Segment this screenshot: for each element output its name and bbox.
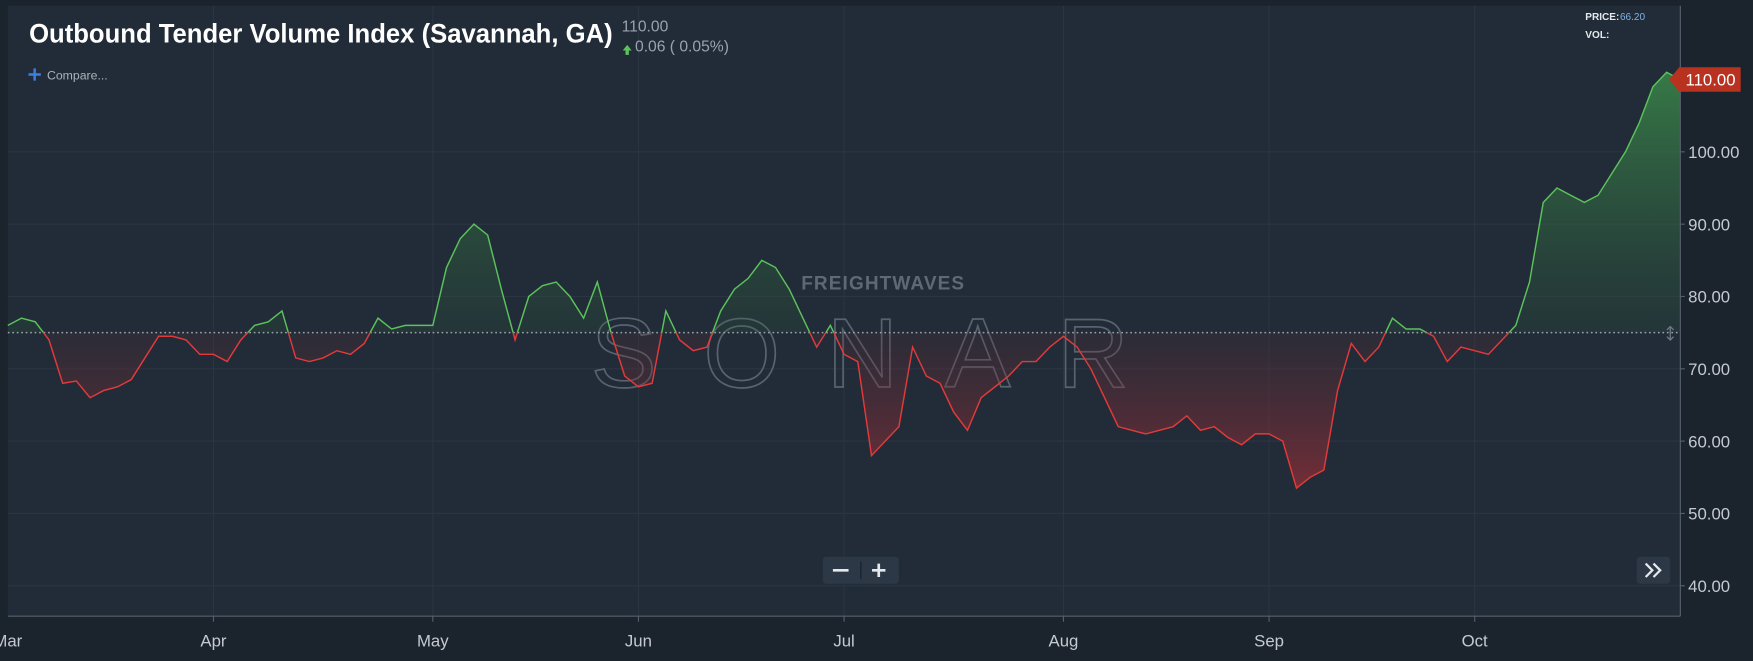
watermark-brand: FREIGHTWAVES xyxy=(801,274,965,295)
area-below xyxy=(7,332,1681,489)
price-label: PRICE: xyxy=(1585,12,1619,23)
x-tick-label: Jul xyxy=(833,631,854,650)
x-tick-label: Aug xyxy=(1049,631,1079,650)
x-tick-label: Jun xyxy=(625,631,652,650)
y-tick-label: 100.00 xyxy=(1688,143,1739,162)
price-change: 0.06 ( 0.05%) xyxy=(635,39,729,56)
zoom-controls xyxy=(822,556,899,584)
scroll-button[interactable] xyxy=(1636,556,1671,584)
x-tick-label: Oct xyxy=(1462,631,1488,650)
scroll-icon xyxy=(1644,562,1662,578)
vol-label: VOL: xyxy=(1585,30,1609,41)
line-above xyxy=(7,71,1681,333)
x-tick-label: Sep xyxy=(1254,631,1284,650)
scale-handle[interactable] xyxy=(1666,325,1675,341)
y-tick-label: 40.00 xyxy=(1688,577,1730,596)
x-tick-label: Apr xyxy=(200,631,226,650)
line-below xyxy=(42,332,1510,490)
y-tick-label: 60.00 xyxy=(1688,432,1730,451)
chart-title: Outbound Tender Volume Index (Savannah, … xyxy=(29,19,613,49)
x-tick-label: Mar xyxy=(0,631,23,650)
compare-icon xyxy=(28,68,41,81)
zoom-in[interactable] xyxy=(872,563,886,578)
price-value: 66.20 xyxy=(1620,12,1646,23)
compare-button[interactable]: Compare... xyxy=(28,68,108,83)
last-value-label: 110.00 xyxy=(1686,71,1736,90)
y-tick-label: 80.00 xyxy=(1688,288,1730,307)
grid xyxy=(7,5,1681,617)
y-tick-label: 70.00 xyxy=(1688,360,1730,379)
y-tick-label: 90.00 xyxy=(1688,215,1730,234)
series xyxy=(7,71,1681,490)
compare-label[interactable]: Compare... xyxy=(47,69,108,83)
x-tick-label: May xyxy=(417,631,449,650)
y-tick-label: 50.00 xyxy=(1688,505,1730,524)
axes: 40.00 50.00 60.00 70.00 80.00 90.00 100.00 Mar A… xyxy=(0,67,1741,650)
up-arrow xyxy=(622,44,632,55)
last-value-badge xyxy=(1669,67,1741,92)
price: 110.00 xyxy=(622,18,669,35)
